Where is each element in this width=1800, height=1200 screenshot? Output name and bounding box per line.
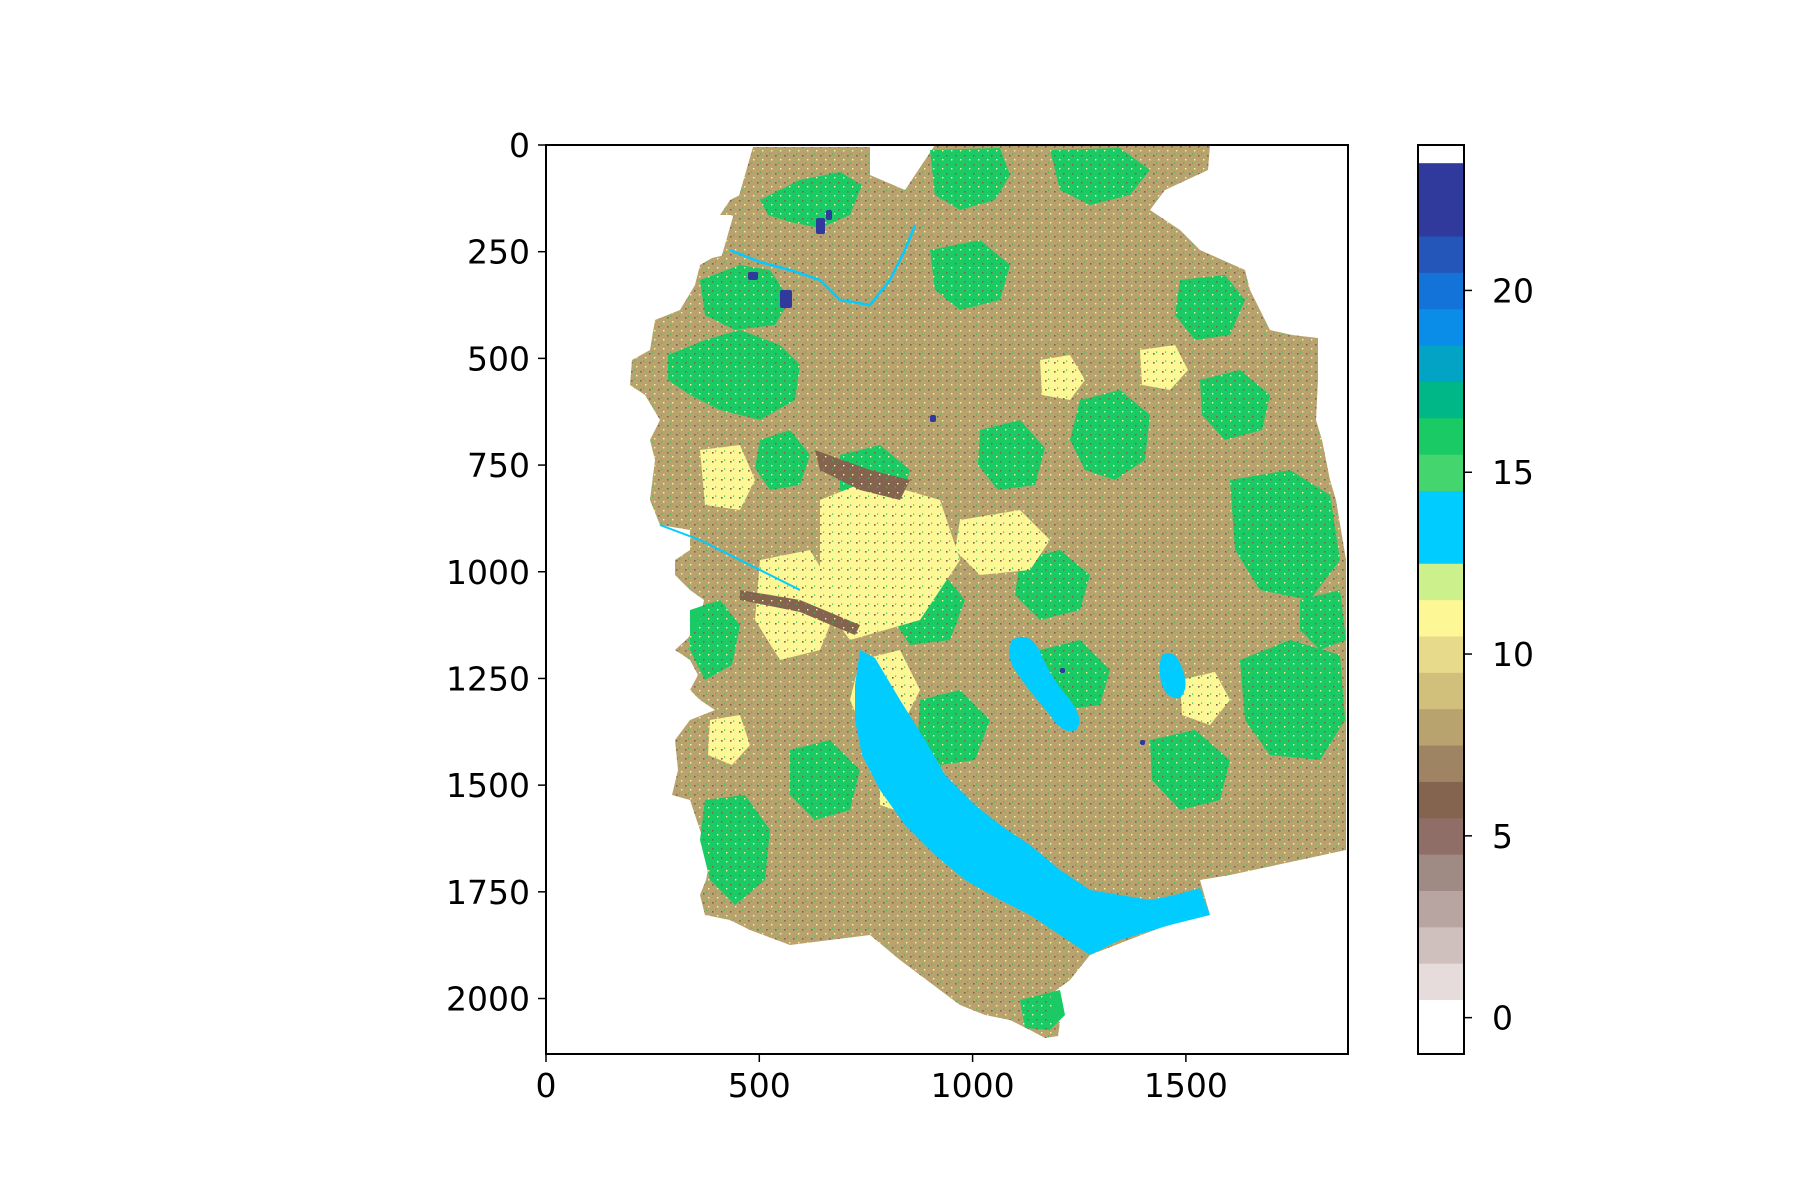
wetland-patch bbox=[1060, 668, 1065, 673]
colorbar-tick-label: 20 bbox=[1492, 271, 1534, 310]
y-tick-label: 750 bbox=[467, 446, 530, 485]
colorbar-swatch bbox=[1418, 526, 1464, 564]
colorbar-swatch bbox=[1418, 635, 1464, 673]
x-tick-label: 0 bbox=[536, 1066, 557, 1105]
colorbar-tick-label: 5 bbox=[1492, 817, 1513, 856]
wetland-patch bbox=[748, 272, 758, 280]
colorbar-swatch bbox=[1418, 963, 1464, 1001]
colorbar-swatch bbox=[1418, 490, 1464, 528]
colorbar-swatch bbox=[1418, 454, 1464, 492]
colorbar-tick-label: 10 bbox=[1492, 635, 1534, 674]
y-tick-label: 1500 bbox=[446, 766, 530, 805]
colorbar-swatch bbox=[1418, 272, 1464, 310]
colorbar-swatch bbox=[1418, 163, 1464, 201]
colorbar-swatch bbox=[1418, 781, 1464, 819]
y-tick-label: 2000 bbox=[446, 980, 530, 1019]
lake bbox=[1009, 636, 1080, 731]
y-tick-label: 500 bbox=[467, 339, 530, 378]
colorbar-swatch bbox=[1418, 744, 1464, 782]
wetland-patch bbox=[816, 218, 825, 234]
wetland-patch bbox=[780, 290, 792, 308]
colorbar-swatch bbox=[1418, 708, 1464, 746]
lake bbox=[855, 650, 1210, 955]
colorbar-swatch bbox=[1418, 563, 1464, 601]
y-tick-label: 0 bbox=[509, 126, 530, 165]
y-tick-label: 1250 bbox=[446, 659, 530, 698]
colorbar-swatch bbox=[1418, 308, 1464, 346]
x-tick-label: 1500 bbox=[1144, 1066, 1228, 1105]
colorbar: 0 5 10 15 20 bbox=[1417, 144, 1534, 1055]
colorbar-tick-label: 15 bbox=[1492, 453, 1534, 492]
colorbar-swatch bbox=[1418, 854, 1464, 891]
colorbar-swatch bbox=[1418, 344, 1464, 382]
y-axis: 0 250 500 750 1000 1250 1500 1750 2000 bbox=[446, 126, 546, 1019]
colorbar-swatch bbox=[1418, 817, 1464, 855]
river bbox=[659, 524, 801, 591]
colorbar-swatch bbox=[1418, 999, 1464, 1037]
colorbar-swatch bbox=[1418, 417, 1464, 455]
river bbox=[729, 224, 917, 307]
y-tick-label: 1000 bbox=[446, 553, 530, 592]
y-tick-label: 250 bbox=[467, 233, 530, 272]
colorbar-frame bbox=[1417, 144, 1465, 1055]
colorbar-swatch bbox=[1418, 599, 1464, 637]
wetland-patch bbox=[1140, 740, 1145, 745]
wetland-patch bbox=[826, 210, 832, 220]
colorbar-tick-label: 0 bbox=[1492, 999, 1513, 1038]
y-tick-label: 1750 bbox=[446, 873, 530, 912]
colorbar-swatch bbox=[1418, 926, 1464, 964]
colorbar-swatch bbox=[1418, 672, 1464, 710]
colorbar-swatch bbox=[1418, 199, 1464, 237]
x-axis: 0 500 1000 1500 bbox=[536, 1054, 1228, 1105]
colorbar-swatch bbox=[1418, 890, 1464, 928]
wetland-patch bbox=[930, 415, 936, 422]
x-tick-label: 500 bbox=[728, 1066, 791, 1105]
x-tick-label: 1000 bbox=[931, 1066, 1015, 1105]
colorbar-swatch bbox=[1418, 235, 1464, 273]
land-cover-map bbox=[630, 145, 1346, 1038]
plot-frame bbox=[545, 144, 1349, 1055]
texture-overlay bbox=[630, 145, 1346, 1038]
colorbar-swatch bbox=[1418, 381, 1464, 419]
lake bbox=[1159, 653, 1186, 699]
